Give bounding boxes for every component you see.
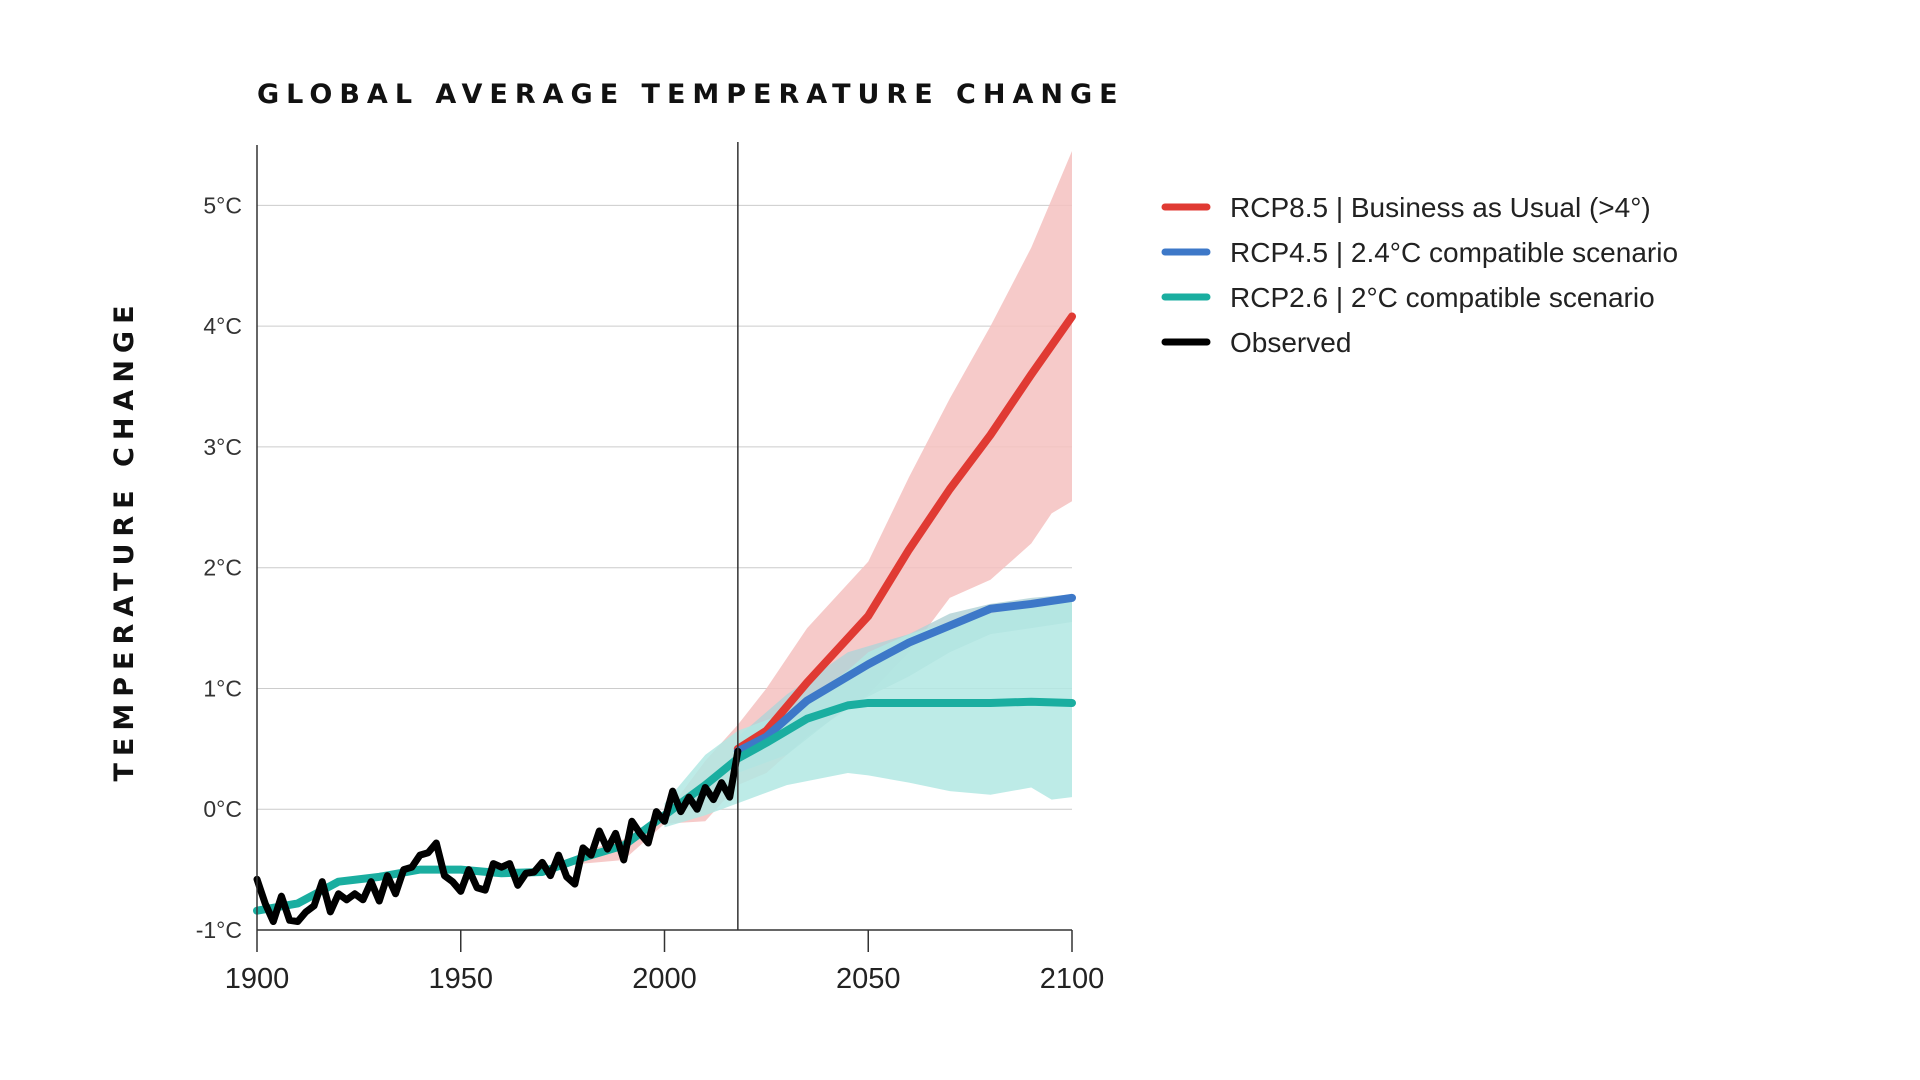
y-tick-label: 5°C xyxy=(203,192,242,218)
uncertainty-bands xyxy=(583,151,1072,864)
y-tick-label: 4°C xyxy=(203,313,242,339)
series-lines xyxy=(253,312,1076,926)
x-tick-label: 2100 xyxy=(1040,963,1105,995)
y-tick-label: 3°C xyxy=(203,434,242,460)
y-axis-label: TEMPERATURE CHANGE xyxy=(109,298,140,781)
legend-label-3: Observed xyxy=(1230,327,1351,358)
y-tick-label: 1°C xyxy=(203,675,242,701)
legend-label-0: RCP8.5 | Business as Usual (>4°) xyxy=(1230,192,1651,223)
x-tick-label: 1900 xyxy=(225,963,290,995)
x-tick-label: 1950 xyxy=(428,963,493,995)
legend-label-2: RCP2.6 | 2°C compatible scenario xyxy=(1230,282,1655,313)
grid xyxy=(257,204,1072,810)
chart-title: GLOBAL AVERAGE TEMPERATURE CHANGE xyxy=(257,79,1125,110)
y-tick-label: 0°C xyxy=(203,796,242,822)
legend-label-1: RCP4.5 | 2.4°C compatible scenario xyxy=(1230,237,1678,268)
x-tick-label: 2050 xyxy=(836,963,901,995)
series-line-3 xyxy=(253,747,742,926)
axes: -1°C 0°C 1°C 2°C 3°C 4°C 5°C 1900 1950 2000 2050 21… xyxy=(196,142,1105,995)
x-tick-label: 2000 xyxy=(632,963,697,995)
series-line-1 xyxy=(733,593,1076,756)
series-line-0 xyxy=(733,312,1076,753)
uncertainty-band-2 xyxy=(664,597,1072,828)
y-tick-label: 2°C xyxy=(203,555,242,581)
legend: RCP8.5 | Business as Usual (>4°) RCP4.5 |… xyxy=(1161,192,1678,358)
y-tick-label: -1°C xyxy=(196,917,242,943)
